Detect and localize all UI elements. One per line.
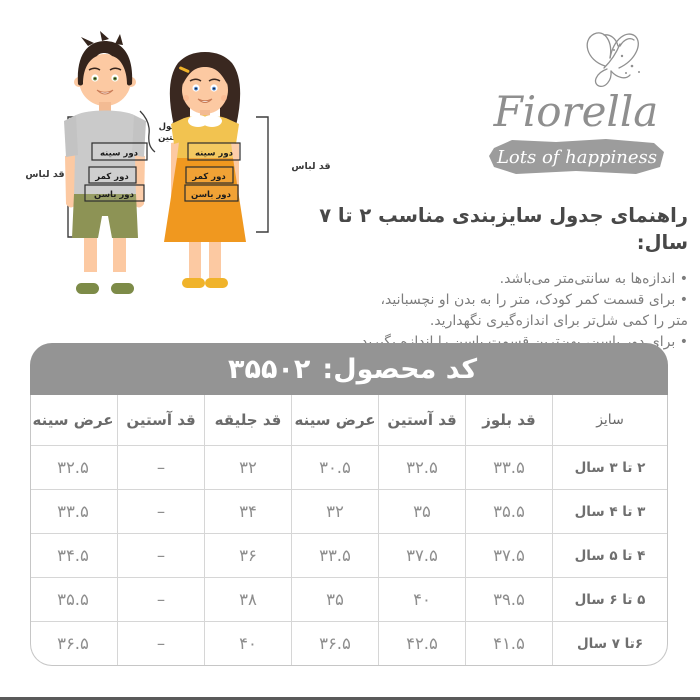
girl-dress-skirt: [164, 158, 246, 242]
brand-logo: Fiorella Lots of happiness: [486, 26, 676, 182]
table-header-cell: عرض سینه: [291, 395, 378, 445]
girl-chest-label: دور سینه: [195, 149, 234, 159]
sleeve-length-label: طول: [159, 122, 180, 132]
table-cell: –: [117, 621, 204, 665]
table-header-cell: قد بلوز: [465, 395, 552, 445]
boy-shoe: [111, 283, 134, 294]
size-table: کد محصول: ۳۵۵۰۲ سایز قد بلوز قد آستین عر…: [30, 343, 668, 666]
table-cell: ۳۴: [204, 489, 291, 533]
table-cell: ۳۶: [204, 533, 291, 577]
table-cell: ۳۵.۵: [31, 577, 117, 621]
girl-shoe: [182, 278, 205, 288]
table-cell: ۳۰.۵: [291, 445, 378, 489]
girl-hip-box: [184, 184, 239, 202]
boy-shorts: [72, 194, 138, 238]
table-cell: ۴۰: [378, 577, 465, 621]
girl-waist-box: [185, 166, 234, 184]
garment-length-label-right: قد لباس: [291, 161, 330, 172]
guide-heading: راهنمای جدول سایزبندی مناسب ۲ تا ۷ سال:: [319, 204, 688, 255]
table-cell: –: [117, 577, 204, 621]
table-cell: –: [117, 445, 204, 489]
table-cell: ۳۲: [204, 445, 291, 489]
table-cell: ۳۳.۵: [291, 533, 378, 577]
garment-length-bracket-right: [256, 116, 269, 233]
sizing-guide-text: راهنمای جدول سایزبندی مناسب ۲ تا ۷ سال: …: [283, 202, 688, 353]
screenshot-bottom-edge: [0, 697, 700, 700]
boy-hair: [77, 41, 133, 86]
girl-hairpin: [179, 66, 190, 73]
girl-shoe: [205, 278, 228, 288]
table-cell-size: ۴ تا ۵ سال: [552, 533, 667, 577]
boy-figure: دور سینه دور کمر دور باسن: [64, 31, 148, 294]
product-code-value: ۳۵۵۰۲: [227, 353, 311, 385]
table-header-cell: قد آستین: [378, 395, 465, 445]
table-header-cell: قد آستین: [117, 395, 204, 445]
table-cell: ۳۳.۵: [465, 445, 552, 489]
product-code-bar: کد محصول: ۳۵۵۰۲: [30, 343, 668, 395]
table-cell: ۳۲: [291, 489, 378, 533]
girl-waist-label: دور کمر: [191, 172, 226, 182]
table-cell: ۳۲.۵: [378, 445, 465, 489]
boy-hip-box: [84, 184, 145, 202]
guide-bullet-line: متر را کمی شل‌تر برای اندازه‌گیری نگهدار…: [429, 312, 688, 329]
girl-hip-label: دور باسن: [191, 190, 232, 200]
butterfly-icon: [586, 32, 639, 87]
table-cell-size: ۵ تا ۶ سال: [552, 577, 667, 621]
table-cell-size: ۲ تا ۳ سال: [552, 445, 667, 489]
boy-shoe: [76, 283, 99, 294]
table-header-cell: قد جلیقه: [204, 395, 291, 445]
table-cell: ۳۷.۵: [465, 533, 552, 577]
butterfly-dots: [613, 49, 640, 74]
size-illustration: قد لباس: [25, 31, 331, 294]
product-code-label: کد محصول:: [322, 353, 478, 385]
table-cell: ۳۸: [204, 577, 291, 621]
table-cell: ۳۳.۵: [31, 489, 117, 533]
table-cell: ۴۱.۵: [465, 621, 552, 665]
girl-figure: دور سینه دور کمر دور باسن: [164, 52, 246, 288]
tagline-banner: [489, 139, 664, 174]
table-cell: –: [117, 533, 204, 577]
table-header-cell: عرض سینه: [32, 411, 114, 429]
boy-hip-label: دور باسن: [94, 190, 135, 200]
boy-waist-label: دور کمر: [94, 172, 129, 182]
table-cell: ۳۵: [378, 489, 465, 533]
table-cell: ۳۵.۵: [465, 489, 552, 533]
boy-waist-box: [88, 166, 137, 184]
girl-chest-box: [187, 142, 241, 161]
guide-bullet-line: • برای قسمت کمر کودک، متر را به بدن او ن…: [380, 291, 689, 308]
table-cell-size: ۳ تا ۴ سال: [552, 489, 667, 533]
table-cell: ۳۲.۵: [31, 445, 117, 489]
table-cell: –: [117, 489, 204, 533]
table-cell: ۳۴.۵: [31, 533, 117, 577]
guide-bullet-line: • اندازه‌ها به سانتی‌متر می‌باشد.: [499, 270, 688, 287]
size-table-grid: سایز قد بلوز قد آستین عرض سینه قد جلیقه …: [30, 395, 668, 666]
table-header-cell: سایز: [552, 395, 667, 445]
boy-chest-label: دور سینه: [100, 149, 139, 159]
table-cell-size: ۶تا ۷ سال: [552, 621, 667, 665]
girl-dress-bodice: [177, 115, 233, 158]
garment-length-label-left: قد لباس: [25, 169, 64, 180]
brand-name: Fiorella: [493, 87, 659, 136]
table-cell: ۳۶.۵: [291, 621, 378, 665]
table-cell: ۳۵: [291, 577, 378, 621]
girl-collar: [188, 115, 208, 127]
table-cell: ۴۰: [204, 621, 291, 665]
table-cell: ۳۶.۵: [31, 621, 117, 665]
sleeve-length-bracket: [139, 110, 156, 153]
brand-tagline: Lots of happiness: [496, 147, 657, 168]
boy-face: [79, 54, 131, 106]
girl-face: [182, 66, 228, 114]
boy-chest-box: [91, 142, 148, 161]
table-cell: ۳۹.۵: [465, 577, 552, 621]
table-cell: ۴۲.۵: [378, 621, 465, 665]
table-cell: ۳۷.۵: [378, 533, 465, 577]
girl-collar: [202, 115, 222, 127]
